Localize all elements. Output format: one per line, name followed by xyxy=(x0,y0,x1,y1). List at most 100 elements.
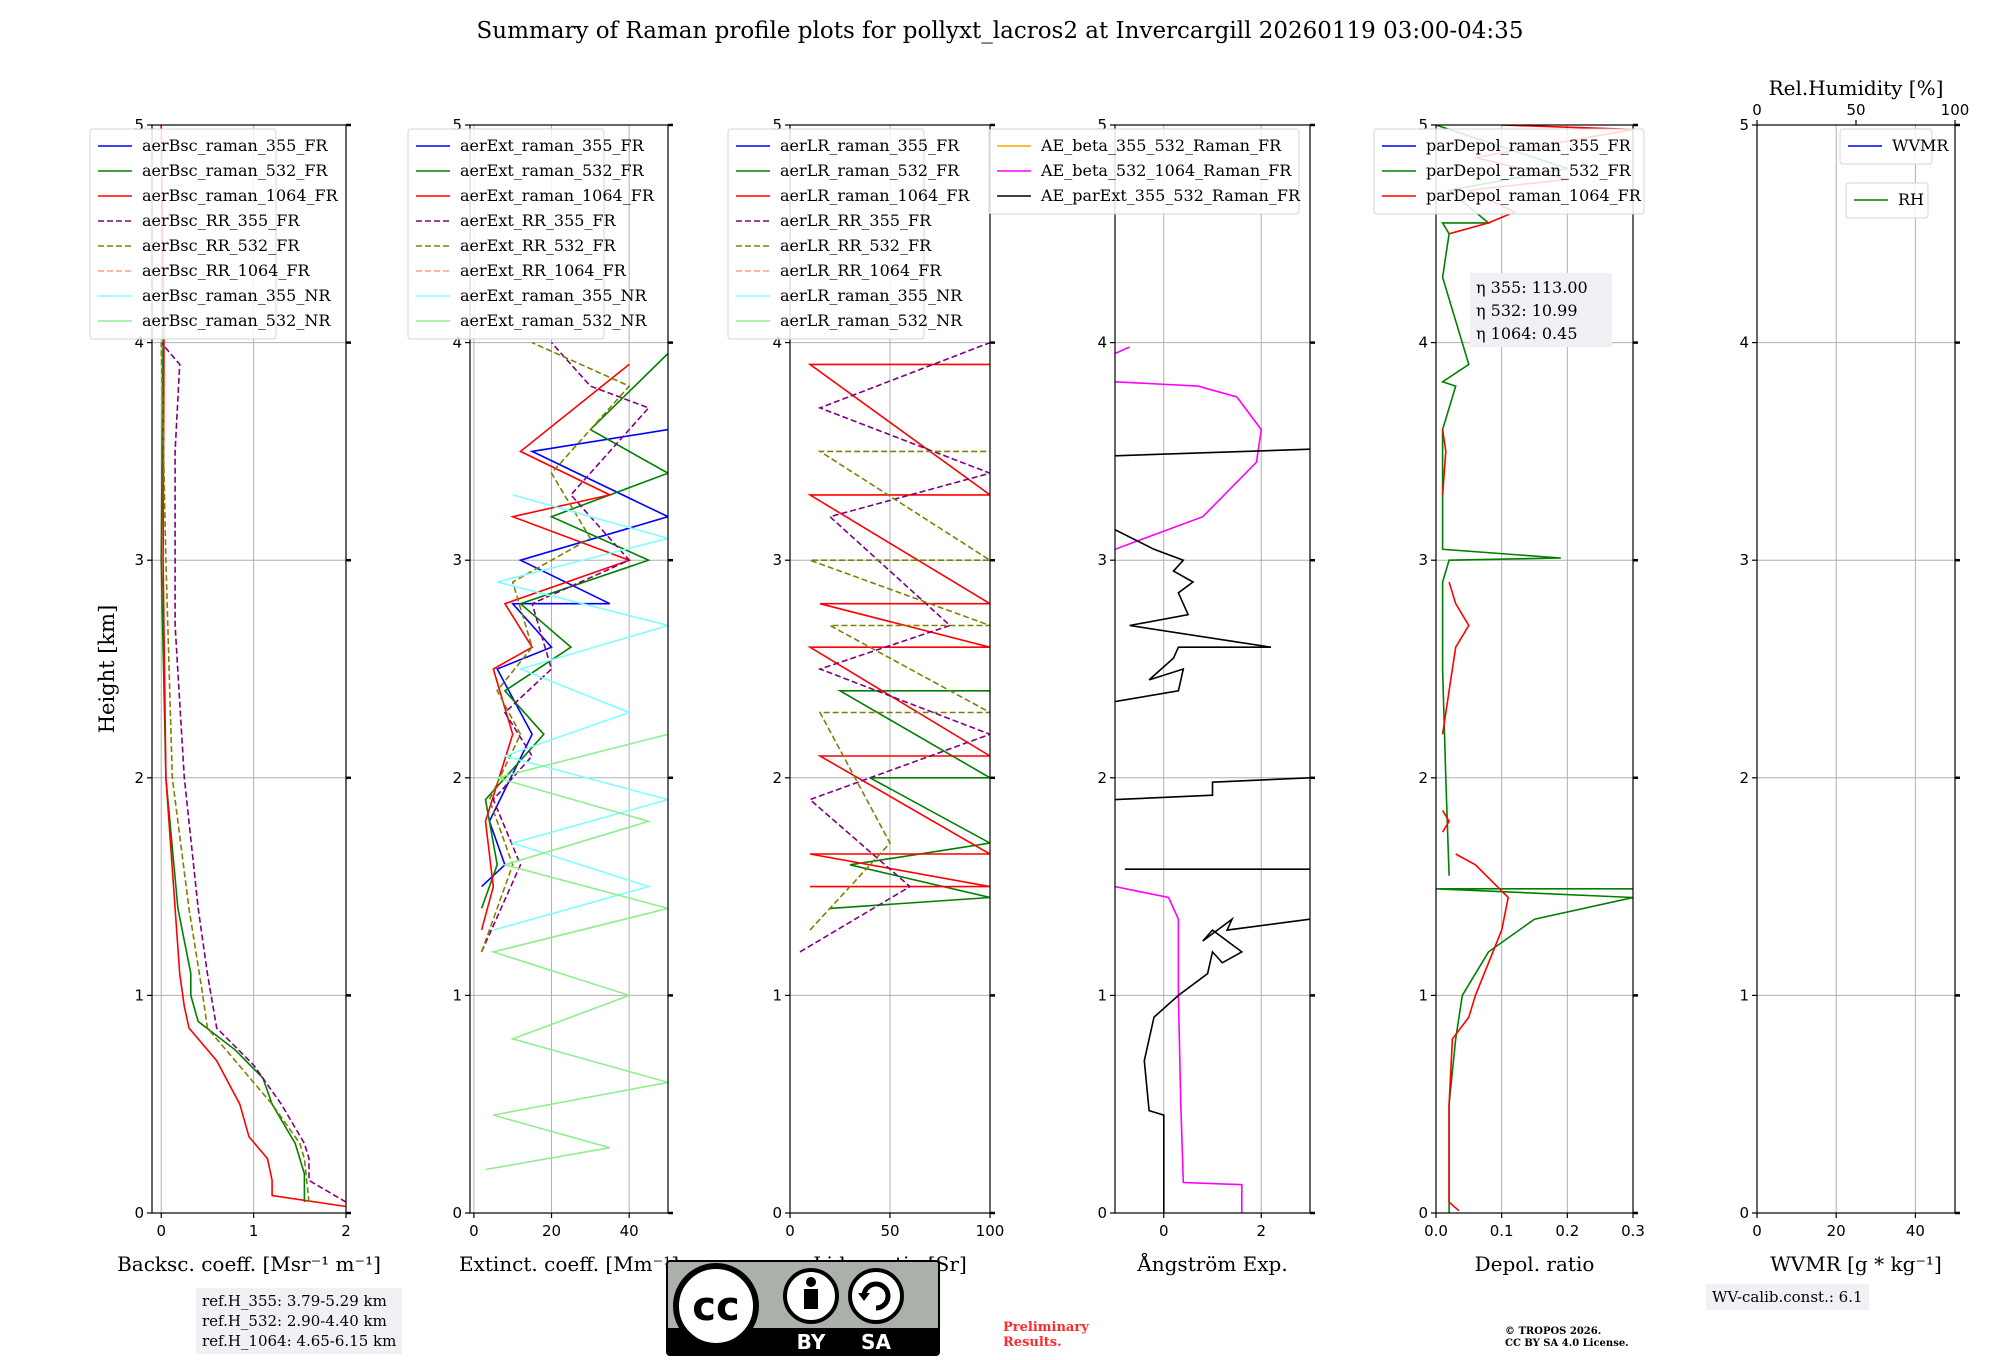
legend-entry-parDepol_raman_532_FR: parDepol_raman_532_FR xyxy=(1426,161,1632,180)
series-line-aerLR_raman_532_FR xyxy=(829,690,990,910)
y-tick-label: 1 xyxy=(134,986,144,1004)
legend-entry-aerBsc_RR_1064_FR: aerBsc_RR_1064_FR xyxy=(142,261,311,280)
legend-entry-WVMR: WVMR xyxy=(1892,136,1949,155)
series-line-aerExt_RR_355_FR xyxy=(480,342,650,953)
share-alike-icon xyxy=(848,1268,904,1324)
series-line-aerBsc_RR_532_FR xyxy=(160,342,310,1203)
series-line-aerExt_raman_1064_FR xyxy=(480,363,632,931)
legend-entry-AE_parExt_355_532_Raman_FR: AE_parExt_355_532_Raman_FR xyxy=(1040,186,1301,205)
legend-entry-aerExt_raman_1064_FR: aerExt_raman_1064_FR xyxy=(460,186,655,205)
y-tick-label: 3 xyxy=(1418,551,1428,569)
license-by-label: BY xyxy=(797,1330,826,1354)
series-line-aerExt_raman_532_FR xyxy=(480,352,668,909)
legend: aerExt_raman_355_FR aerExt_raman_532_FRae… xyxy=(407,128,655,340)
series-line-AE_beta_532_1064_Raman_FR xyxy=(1115,346,1263,1213)
x-tick-label: 20 xyxy=(542,1222,561,1240)
y-tick-label: 0 xyxy=(772,1204,782,1222)
y-tick-label: 0 xyxy=(1739,1204,1749,1222)
legend: aerLR_raman_355_FR aerLR_raman_532_FR aerL… xyxy=(727,128,970,340)
copyright-line2: CC BY SA 4.0 License. xyxy=(1505,1338,1629,1349)
panel-angstrom: 0 2 0 1 2 3 4 5 Ångström Exp. AE_beta_355_532_Ram… xyxy=(988,116,1315,1276)
top-x-axis-label: Rel.Humidity [%] xyxy=(1769,76,1944,100)
ref-height-532: ref.H_532: 2.90-4.40 km xyxy=(202,1312,387,1330)
legend-entry-RH: RH xyxy=(1898,190,1924,209)
series-line-aerExt_raman_532_NR xyxy=(485,733,668,1171)
y-tick-label: 5 xyxy=(1418,116,1428,134)
legend-entry-aerLR_raman_355_NR: aerLR_raman_355_NR xyxy=(780,286,963,305)
y-tick-label: 1 xyxy=(1739,986,1749,1004)
x-tick-label: 1 xyxy=(249,1222,259,1240)
legend-entry-aerExt_raman_532_NR: aerExt_raman_532_NR xyxy=(460,311,648,330)
preliminary-line1: Preliminary xyxy=(1003,1320,1089,1335)
legend-entry-aerBsc_raman_355_NR: aerBsc_raman_355_NR xyxy=(142,286,331,305)
x-axis-label: Extinct. coeff. [Mm⁻¹] xyxy=(459,1252,679,1276)
axes-frame xyxy=(1756,124,1956,1214)
legend-entry-aerExt_RR_1064_FR: aerExt_RR_1064_FR xyxy=(460,261,627,280)
wv-calibration-box: WV-calib.const.: 6.1 xyxy=(1706,1284,1869,1310)
legend-entry-AE_beta_532_1064_Raman_FR: AE_beta_532_1064_Raman_FR xyxy=(1040,161,1292,180)
x-tick-label: 100 xyxy=(976,1222,1005,1240)
legend-entry-aerExt_RR_532_FR: aerExt_RR_532_FR xyxy=(460,236,617,255)
series-line-aerExt_RR_532_FR xyxy=(480,341,631,953)
eta-label: η 355: 113.00 xyxy=(1476,278,1588,297)
svg-text:cc: cc xyxy=(692,1284,739,1330)
x-tick-label: 2 xyxy=(341,1222,351,1240)
y-tick-label: 4 xyxy=(1097,334,1107,352)
legend-entry-aerBsc_RR_355_FR: aerBsc_RR_355_FR xyxy=(142,211,300,230)
y-tick-label: 3 xyxy=(1097,551,1107,569)
legend-entry-aerLR_raman_1064_FR: aerLR_raman_1064_FR xyxy=(780,186,970,205)
y-tick-label: 4 xyxy=(452,334,462,352)
legend-entry-aerLR_raman_532_FR: aerLR_raman_532_FR xyxy=(780,161,960,180)
y-tick-label: 5 xyxy=(1739,116,1749,134)
series-line-parDepol_raman_1064_FR xyxy=(1441,125,1633,1212)
axes-frame xyxy=(1114,124,1311,1214)
legend-entry-parDepol_raman_355_FR: parDepol_raman_355_FR xyxy=(1426,136,1632,155)
y-tick-label: 0 xyxy=(134,1204,144,1222)
y-tick-label: 1 xyxy=(1418,986,1428,1004)
series-line-aerLR_RR_532_FR xyxy=(809,450,990,931)
legend-rh: RH xyxy=(1845,182,1929,219)
x-axis-label: Depol. ratio xyxy=(1475,1252,1595,1276)
eta-annotation-box: η 355: 113.00 η 532: 10.99 η 1064: 0.45 xyxy=(1470,273,1612,347)
y-tick-label: 2 xyxy=(772,769,782,787)
series-line-aerLR_RR_355_FR xyxy=(799,341,990,953)
y-tick-label: 5 xyxy=(772,116,782,134)
legend-entry-aerBsc_raman_1064_FR: aerBsc_raman_1064_FR xyxy=(142,186,339,205)
y-tick-label: 3 xyxy=(452,551,462,569)
x-tick-label: 0 xyxy=(785,1222,795,1240)
y-tick-label: 0 xyxy=(452,1204,462,1222)
axes-frame xyxy=(1435,124,1634,1214)
y-tick-label: 0 xyxy=(1418,1204,1428,1222)
y-tick-label: 3 xyxy=(1739,551,1749,569)
x-axis-label: Backsc. coeff. [Msr⁻¹ m⁻¹] xyxy=(117,1252,381,1276)
y-tick-label: 5 xyxy=(452,116,462,134)
panel-backscatter: 0 1 2 0 1 2 3 4 5 Backsc. coeff. [Msr⁻¹ m⁻¹] Heigh… xyxy=(89,116,381,1276)
copyright-note: © TROPOS 2026. CC BY SA 4.0 License. xyxy=(1505,1326,1629,1350)
x-tick-label: 0 xyxy=(156,1222,166,1240)
license-sa-label: SA xyxy=(861,1330,891,1354)
legend-entry-aerLR_raman_355_FR: aerLR_raman_355_FR xyxy=(780,136,960,155)
reference-heights-box: ref.H_355: 3.79-5.29 km ref.H_532: 2.90-… xyxy=(196,1288,403,1354)
y-tick-label: 4 xyxy=(1418,334,1428,352)
ref-height-1064: ref.H_1064: 4.65-6.15 km xyxy=(202,1332,397,1350)
series-line-aerExt_raman_355_NR xyxy=(493,494,668,931)
x-tick-label: 0.2 xyxy=(1555,1222,1579,1240)
series-line-aerBsc_raman_1064_FR xyxy=(160,125,346,1208)
top-x-tick-label: 100 xyxy=(1941,101,1970,119)
eta-label: η 532: 10.99 xyxy=(1476,301,1578,320)
y-tick-label: 4 xyxy=(134,334,144,352)
figure-title: Summary of Raman profile plots for polly… xyxy=(476,18,1524,44)
series-line-AE_parExt_355_532_Raman_FR xyxy=(1115,448,1310,1213)
y-axis-label: Height [km] xyxy=(95,605,119,734)
x-tick-label: 40 xyxy=(1906,1222,1925,1240)
x-tick-label: 0.1 xyxy=(1490,1222,1514,1240)
legend: parDepol_raman_355_FR parDepol_raman_532_… xyxy=(1373,128,1645,215)
x-tick-label: 0 xyxy=(1159,1222,1169,1240)
legend-entry-aerExt_raman_532_FR: aerExt_raman_532_FR xyxy=(460,161,645,180)
copyright-line1: © TROPOS 2026. xyxy=(1505,1326,1602,1337)
legend: aerBsc_raman_355_FR aerBsc_raman_532_FRae… xyxy=(89,128,339,340)
top-x-tick-label: 0 xyxy=(1752,101,1762,119)
legend-wvmr: WVMR xyxy=(1839,128,1949,165)
eta-label: η 1064: 0.45 xyxy=(1476,324,1578,343)
